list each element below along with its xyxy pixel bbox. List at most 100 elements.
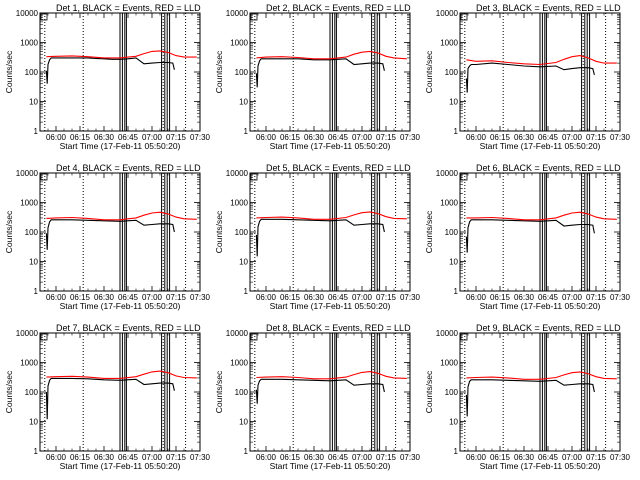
y-tick-label: 10 [449, 258, 458, 267]
x-tick-label: 06:00 [256, 133, 277, 142]
plot-area [254, 173, 407, 291]
x-axis-label: Start Time (17-Feb-11 05:50:20) [480, 301, 601, 311]
y-axis-label: Counts/sec [424, 210, 434, 253]
x-tick-label: 06:00 [466, 293, 487, 302]
y-tick-label: 10 [29, 98, 38, 107]
detector-panel-9: Det 9, BLACK = Events, RED = LLD 1 10 100 10… [424, 323, 631, 471]
events-line [465, 219, 595, 253]
y-tick-label: 1000 [440, 359, 458, 368]
x-tick-label: 07:00 [562, 453, 583, 462]
y-tick-label: 10000 [226, 329, 249, 338]
x-tick-label: 07:00 [352, 293, 373, 302]
lld-line [256, 371, 407, 380]
y-tick-label: 1 [244, 447, 249, 456]
y-tick-label: 10000 [16, 9, 39, 18]
y-tick-label: 100 [235, 68, 249, 77]
x-tick-label: 06:30 [514, 293, 535, 302]
lld-line [466, 211, 617, 221]
y-tick-label: 1 [34, 447, 39, 456]
y-axis-label: Counts/sec [214, 370, 224, 413]
y-tick-label: 1000 [20, 39, 38, 48]
y-axis-label: Counts/sec [424, 50, 434, 93]
events-line [255, 58, 385, 88]
detector-panel-5: Det 5, BLACK = Events, RED = LLD 1 10 100 10… [214, 163, 421, 311]
x-tick-label: 07:30 [400, 453, 421, 462]
x-tick-label: 06:15 [490, 293, 511, 302]
x-tick-label: 07:00 [142, 453, 163, 462]
x-tick-label: 07:15 [376, 453, 397, 462]
x-axis-label: Start Time (17-Feb-11 05:50:20) [60, 301, 181, 311]
x-tick-label: 06:00 [256, 293, 277, 302]
lld-line [46, 211, 197, 221]
x-tick-label: 07:00 [562, 293, 583, 302]
y-tick-label: 1 [34, 127, 39, 136]
lld-line [46, 50, 197, 59]
legend-marker [250, 333, 258, 341]
x-tick-label: 07:15 [166, 133, 187, 142]
x-tick-label: 07:15 [166, 293, 187, 302]
x-tick-label: 06:45 [538, 293, 559, 302]
y-tick-label: 10 [449, 418, 458, 427]
x-tick-label: 07:15 [166, 453, 187, 462]
x-tick-label: 06:15 [70, 133, 91, 142]
lld-line [46, 370, 197, 379]
detector-panel-8: Det 8, BLACK = Events, RED = LLD 1 10 100 10… [214, 323, 421, 471]
plot-area [254, 13, 407, 131]
y-tick-label: 10 [449, 98, 458, 107]
y-tick-label: 10000 [226, 9, 249, 18]
y-tick-label: 10000 [436, 329, 459, 338]
x-tick-label: 06:30 [514, 133, 535, 142]
x-tick-label: 07:00 [142, 293, 163, 302]
x-tick-label: 07:30 [190, 453, 211, 462]
x-tick-label: 07:30 [610, 293, 631, 302]
panel-title: Det 3, BLACK = Events, RED = LLD [476, 3, 621, 13]
panel-title: Det 6, BLACK = Events, RED = LLD [476, 163, 621, 173]
x-tick-label: 07:00 [352, 453, 373, 462]
plot-area [464, 13, 617, 131]
legend-marker [250, 13, 258, 21]
x-tick-label: 06:15 [70, 293, 91, 302]
x-tick-label: 06:15 [280, 293, 301, 302]
events-line [45, 57, 175, 84]
x-axis-label: Start Time (17-Feb-11 05:50:20) [270, 301, 391, 311]
y-axis-label: Counts/sec [424, 370, 434, 413]
events-line [45, 377, 175, 420]
detector-panel-1: Det 1, BLACK = Events, RED = LLD 1 10 100 10… [4, 3, 211, 151]
legend-marker [40, 13, 48, 21]
x-axis-label: Start Time (17-Feb-11 05:50:20) [480, 141, 601, 151]
y-tick-label: 1 [454, 127, 459, 136]
x-tick-label: 07:30 [610, 133, 631, 142]
x-axis-label: Start Time (17-Feb-11 05:50:20) [60, 141, 181, 151]
x-tick-label: 06:15 [70, 453, 91, 462]
x-tick-label: 07:30 [190, 133, 211, 142]
y-axis-label: Counts/sec [4, 370, 14, 413]
y-tick-label: 10 [239, 98, 248, 107]
y-tick-label: 100 [25, 228, 39, 237]
y-tick-label: 10 [239, 418, 248, 427]
events-line [465, 379, 595, 417]
lld-line [256, 50, 407, 60]
legend-marker [460, 333, 468, 341]
y-tick-label: 100 [445, 228, 459, 237]
x-tick-label: 06:00 [466, 133, 487, 142]
events-line [255, 378, 385, 404]
x-tick-label: 07:15 [586, 133, 607, 142]
x-tick-label: 06:15 [490, 453, 511, 462]
x-tick-label: 06:45 [538, 453, 559, 462]
y-tick-label: 10 [29, 418, 38, 427]
panel-title: Det 8, BLACK = Events, RED = LLD [266, 323, 411, 333]
x-tick-label: 07:15 [586, 453, 607, 462]
panel-title: Det 1, BLACK = Events, RED = LLD [56, 3, 201, 13]
x-tick-label: 06:30 [94, 133, 115, 142]
x-tick-label: 07:00 [352, 133, 373, 142]
x-tick-label: 06:45 [538, 133, 559, 142]
legend-marker [460, 173, 468, 181]
y-tick-label: 100 [445, 68, 459, 77]
x-tick-label: 07:30 [610, 453, 631, 462]
y-tick-label: 1000 [20, 359, 38, 368]
x-tick-label: 06:45 [118, 453, 139, 462]
plot-area [44, 13, 197, 131]
x-tick-label: 07:00 [562, 133, 583, 142]
x-tick-label: 06:15 [280, 133, 301, 142]
plot-area [44, 333, 197, 451]
